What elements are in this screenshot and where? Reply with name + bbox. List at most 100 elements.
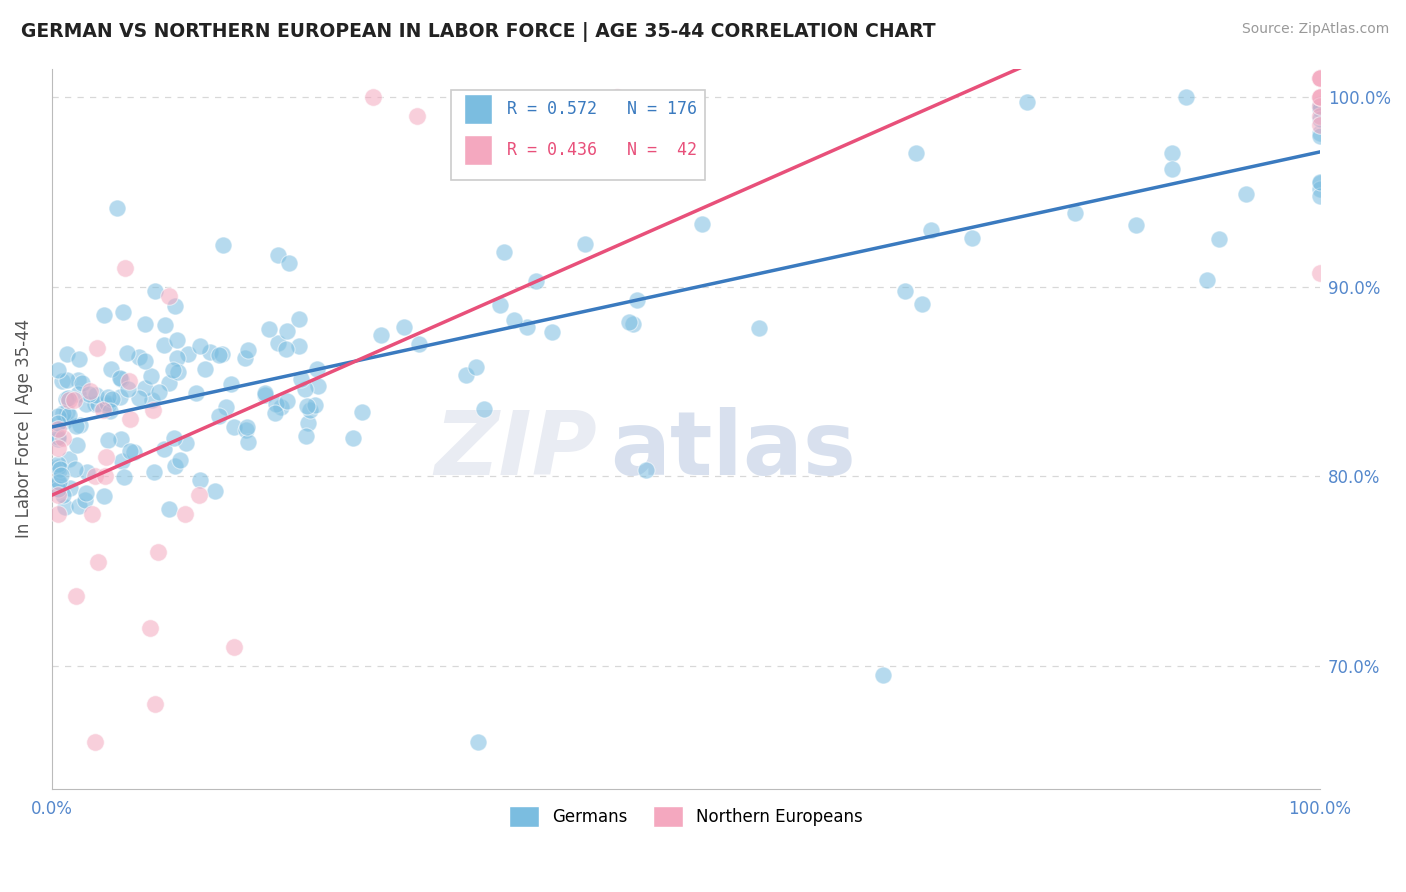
Point xyxy=(153,442,176,457)
Point xyxy=(1309,182,1331,196)
Point xyxy=(174,435,197,450)
Point xyxy=(748,321,770,335)
Point xyxy=(254,388,277,402)
Point xyxy=(48,462,70,476)
Point xyxy=(233,351,256,365)
Point xyxy=(690,217,713,231)
Point xyxy=(157,289,180,303)
Point xyxy=(472,402,495,417)
Point xyxy=(188,339,211,353)
Point xyxy=(112,470,135,484)
Point xyxy=(157,502,180,516)
Point xyxy=(87,396,110,410)
Point xyxy=(46,460,69,475)
Point xyxy=(58,391,80,405)
Point xyxy=(200,345,222,359)
Point xyxy=(1309,97,1331,112)
Point xyxy=(67,352,90,367)
Point xyxy=(1309,90,1331,104)
Point xyxy=(304,398,326,412)
Point xyxy=(1309,100,1331,114)
Point xyxy=(465,359,488,374)
Point xyxy=(492,245,515,260)
Point xyxy=(97,398,120,412)
Text: ZIP: ZIP xyxy=(434,407,598,494)
Point xyxy=(1309,176,1331,190)
Point xyxy=(52,406,75,420)
Point xyxy=(408,336,430,351)
Point xyxy=(278,256,301,270)
Point xyxy=(98,404,121,418)
Point xyxy=(46,362,69,376)
Point xyxy=(77,386,100,401)
Point xyxy=(56,347,79,361)
Point xyxy=(297,416,319,430)
Point xyxy=(139,368,162,383)
Point xyxy=(100,361,122,376)
Point xyxy=(270,401,292,415)
Point xyxy=(75,485,97,500)
Point xyxy=(46,475,69,489)
Point xyxy=(134,318,156,332)
Point xyxy=(48,475,70,490)
Point xyxy=(124,445,146,459)
Point xyxy=(166,333,188,347)
Point xyxy=(51,431,73,445)
Point xyxy=(139,621,162,635)
Point xyxy=(307,379,329,393)
Point xyxy=(52,488,75,502)
Point xyxy=(1236,187,1258,202)
Bar xyxy=(464,135,492,165)
Point xyxy=(93,308,115,322)
Point xyxy=(84,388,107,402)
Point xyxy=(75,397,97,411)
Point xyxy=(141,392,163,407)
Point xyxy=(502,313,524,327)
Point xyxy=(295,428,318,442)
Point xyxy=(1063,206,1085,220)
Point xyxy=(606,90,628,104)
Point xyxy=(111,453,134,467)
Point xyxy=(214,400,236,414)
Point xyxy=(211,346,233,360)
Point xyxy=(194,361,217,376)
Point xyxy=(406,109,429,123)
Point xyxy=(115,346,138,360)
Point xyxy=(236,419,259,434)
Legend: Germans, Northern Europeans: Germans, Northern Europeans xyxy=(501,798,870,835)
Point xyxy=(58,408,80,422)
Point xyxy=(184,386,207,401)
Point xyxy=(254,386,277,401)
Point xyxy=(134,353,156,368)
Point xyxy=(66,373,89,387)
Point xyxy=(617,315,640,329)
Point xyxy=(361,90,384,104)
Point xyxy=(96,395,118,409)
Point xyxy=(46,422,69,436)
Point xyxy=(94,469,117,483)
Point xyxy=(1309,109,1331,123)
Point xyxy=(63,393,86,408)
Point xyxy=(46,482,69,496)
Point xyxy=(208,409,231,424)
Point xyxy=(162,363,184,377)
Point xyxy=(46,432,69,446)
Point xyxy=(51,374,73,388)
Point xyxy=(1309,175,1331,189)
Point xyxy=(1309,266,1331,280)
Point xyxy=(541,325,564,339)
Point xyxy=(236,434,259,449)
Point xyxy=(114,260,136,275)
Point xyxy=(392,320,415,334)
Point xyxy=(276,324,298,338)
Point xyxy=(143,284,166,298)
Point xyxy=(1309,99,1331,113)
Point xyxy=(117,382,139,396)
Point xyxy=(110,432,132,446)
Point xyxy=(83,397,105,411)
Point xyxy=(65,418,87,433)
Point xyxy=(157,376,180,391)
Point xyxy=(288,311,311,326)
Text: Source: ZipAtlas.com: Source: ZipAtlas.com xyxy=(1241,22,1389,37)
Point xyxy=(1309,112,1331,126)
